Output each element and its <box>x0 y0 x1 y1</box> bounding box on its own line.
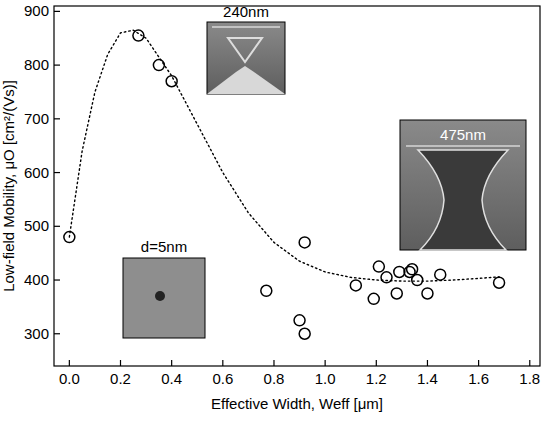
plot-frame <box>54 6 540 366</box>
x-axis-title: Effective Width, Weff [μm] <box>211 395 383 412</box>
x-tick <box>273 360 274 366</box>
data-point <box>373 261 384 272</box>
y-tick-label: 900 <box>24 2 49 19</box>
y-tick-label: 400 <box>24 271 49 288</box>
data-point <box>391 288 402 299</box>
y-tick-label: 800 <box>24 56 49 73</box>
data-group <box>64 30 505 339</box>
annotation: d=5nm <box>141 238 187 255</box>
data-point <box>435 269 446 280</box>
x-tick-label: 0.6 <box>212 370 233 387</box>
inset-shape <box>207 66 285 94</box>
x-tick <box>69 360 70 366</box>
x-tick-label: 0.2 <box>110 370 131 387</box>
data-point <box>299 328 310 339</box>
inset-shape <box>228 38 262 62</box>
y-tick <box>54 118 60 119</box>
fit-line <box>69 30 499 281</box>
data-point <box>153 60 164 71</box>
inset-5nm <box>123 258 205 338</box>
x-tick-label: 0.8 <box>264 370 285 387</box>
x-tick-label: 1.6 <box>468 370 489 387</box>
x-tick-label: 0.4 <box>161 370 182 387</box>
x-tick-label: 0.0 <box>59 370 80 387</box>
x-tick-label: 1.0 <box>315 370 336 387</box>
annotation: 475nm <box>440 126 486 143</box>
x-tick-label: 1.2 <box>366 370 387 387</box>
x-tick <box>478 360 479 366</box>
data-point <box>299 237 310 248</box>
x-tick <box>222 360 223 366</box>
data-point <box>394 266 405 277</box>
inset-frame <box>207 22 285 94</box>
y-tick-label: 700 <box>24 110 49 127</box>
inset-shape <box>155 291 165 301</box>
x-tick <box>427 360 428 366</box>
y-axis-title: Low-field Mobility, μO [cm²/(Vs)] <box>0 80 17 292</box>
chart: 0.0 0.2 0.4 0.6 0.8 1.0 1.2 1.4 1.6 1.8 300 400 500 6… <box>0 0 553 422</box>
y-tick-label: 500 <box>24 217 49 234</box>
inset-frame <box>123 258 205 338</box>
inset-frame <box>400 120 526 250</box>
data-point <box>422 288 433 299</box>
data-point <box>407 264 418 275</box>
y-tick <box>54 65 60 66</box>
data-point <box>412 275 423 286</box>
y-tick <box>54 333 60 334</box>
data-point <box>494 277 505 288</box>
x-tick <box>120 360 121 366</box>
inset-240 <box>207 22 285 94</box>
x-tick <box>376 360 377 366</box>
data-point <box>350 280 361 291</box>
y-tick <box>54 11 60 12</box>
x-tick <box>325 360 326 366</box>
inset-arrow <box>212 26 280 27</box>
y-tick-label: 600 <box>24 164 49 181</box>
inset-shape <box>418 150 508 250</box>
data-point <box>294 315 305 326</box>
x-tick-label: 1.4 <box>417 370 438 387</box>
x-tick-label: 1.8 <box>519 370 540 387</box>
data-point <box>368 293 379 304</box>
y-tick <box>54 279 60 280</box>
inset-arrow <box>406 145 520 146</box>
x-tick <box>529 360 530 366</box>
y-tick <box>54 226 60 227</box>
annotation: 240nm <box>223 3 269 20</box>
data-point <box>166 76 177 87</box>
inset-475 <box>400 120 526 250</box>
data-point <box>261 285 272 296</box>
y-tick <box>54 172 60 173</box>
y-tick-label: 300 <box>24 325 49 342</box>
x-tick <box>171 360 172 366</box>
